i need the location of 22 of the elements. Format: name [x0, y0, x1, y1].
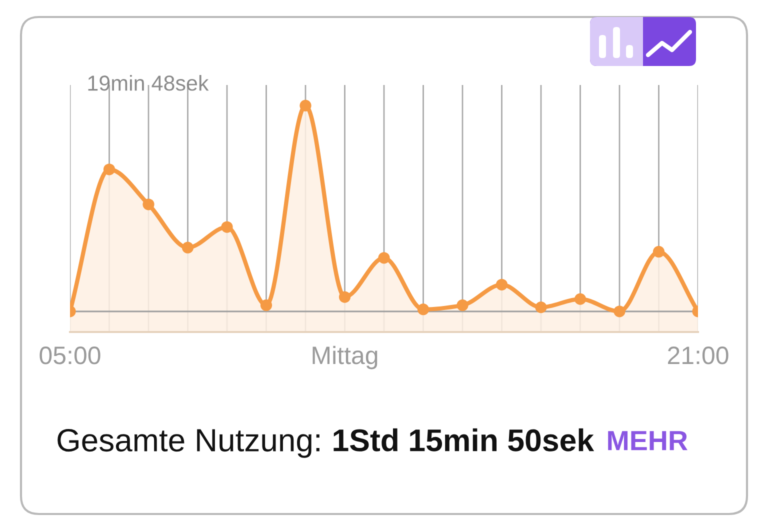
point	[652, 246, 665, 258]
point	[614, 306, 626, 318]
point	[182, 242, 194, 254]
text: Gesamte Nutzung:	[58, 428, 320, 458]
x-tick-label: 05:00	[40, 346, 100, 364]
x-tick-label: Mittag	[312, 346, 378, 370]
text: 1Std 15min 50sek	[334, 428, 594, 452]
point	[378, 252, 390, 264]
point	[260, 299, 272, 312]
point	[221, 221, 233, 233]
point	[456, 299, 468, 312]
point	[496, 278, 508, 290]
point	[300, 100, 312, 112]
x-tick-label: 21:00	[668, 346, 728, 364]
text: MEHR	[608, 431, 688, 450]
text: 19min 48sek	[88, 74, 209, 91]
point	[103, 164, 116, 176]
point	[574, 293, 586, 305]
point	[338, 291, 351, 303]
point	[417, 304, 430, 316]
point	[535, 301, 547, 314]
point	[142, 198, 154, 210]
